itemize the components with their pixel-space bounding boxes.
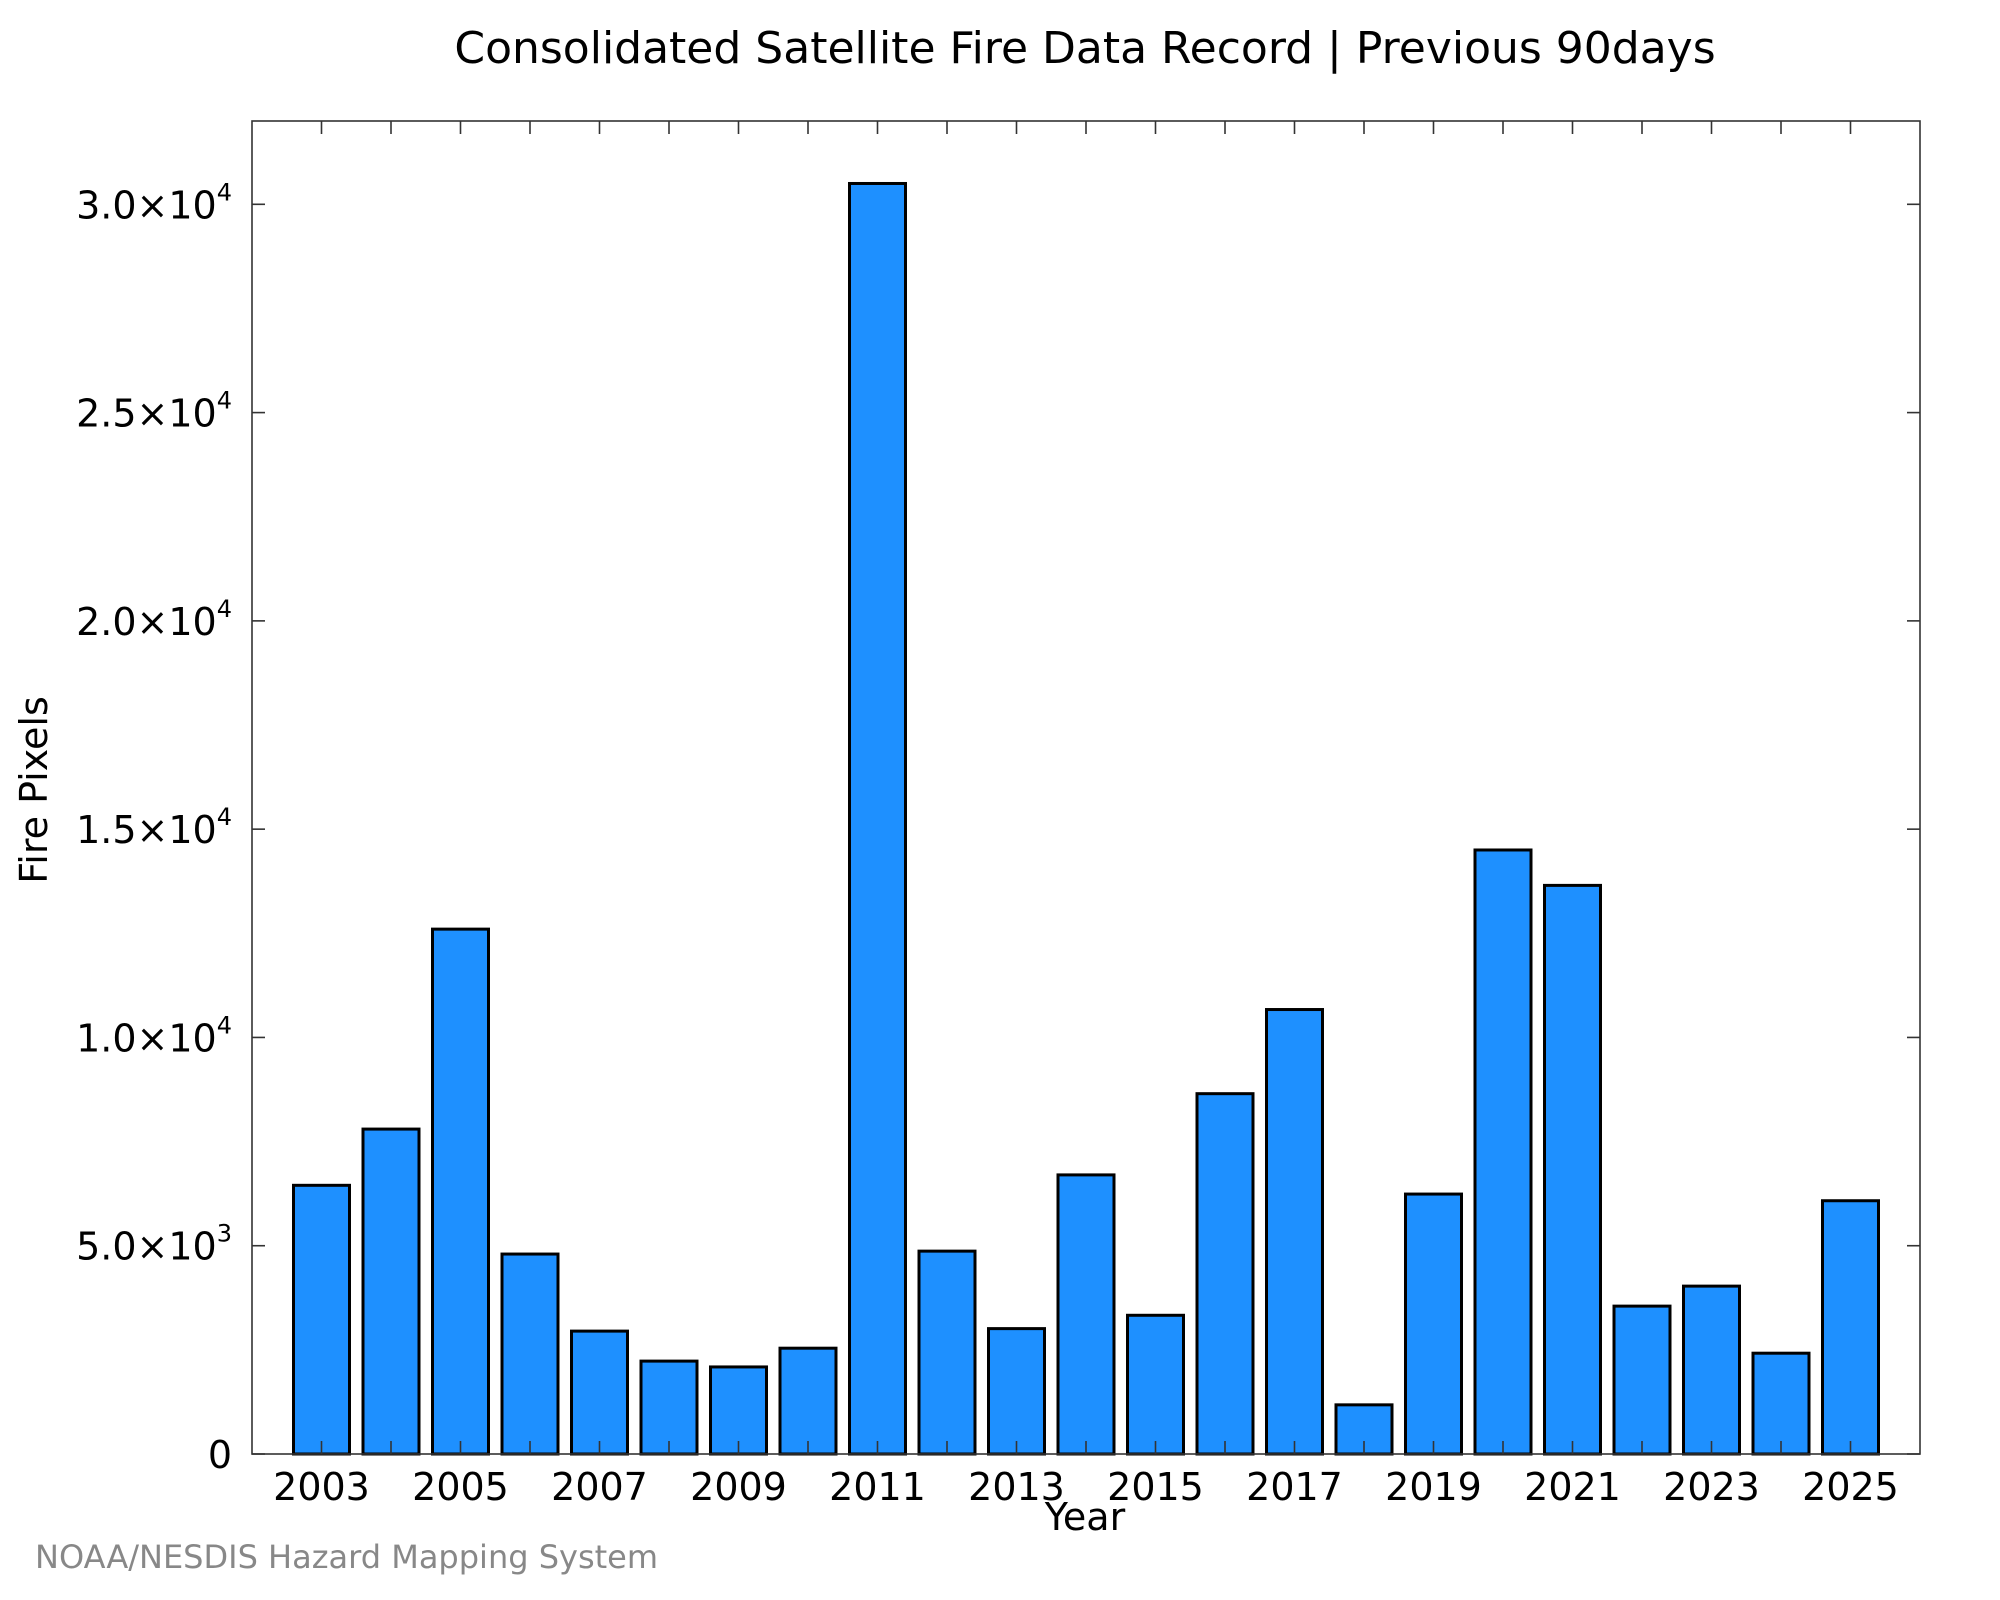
x-tick-label: 2007 xyxy=(551,1465,648,1509)
bar-2011 xyxy=(848,181,907,1456)
bar-2006 xyxy=(500,1252,560,1456)
y-tick-label: 1.5×104 xyxy=(76,803,232,852)
bar-2012 xyxy=(917,1249,977,1456)
y-tick-label: 0 xyxy=(208,1433,232,1477)
y-tick-label: 3.0×104 xyxy=(76,178,232,227)
bar-2009 xyxy=(709,1365,768,1456)
x-tick-label: 2023 xyxy=(1663,1465,1760,1509)
x-tick-label: 2025 xyxy=(1802,1465,1899,1509)
y-tick-label: 2.0×104 xyxy=(76,595,232,644)
x-tick-label: 2009 xyxy=(690,1465,787,1509)
bar-2019 xyxy=(1404,1192,1463,1456)
x-tick-label: 2017 xyxy=(1246,1465,1343,1509)
y-tick-label: 1.0×104 xyxy=(76,1011,232,1060)
x-tick-label: 2005 xyxy=(412,1465,509,1509)
bar-2015 xyxy=(1126,1313,1185,1456)
bar-2007 xyxy=(570,1329,629,1456)
bar-2008 xyxy=(639,1359,699,1456)
bar-2017 xyxy=(1265,1008,1324,1456)
bar-2003 xyxy=(292,1183,351,1456)
bar-2010 xyxy=(778,1346,838,1456)
bar-2023 xyxy=(1682,1284,1741,1456)
y-tick-label: 5.0×103 xyxy=(76,1220,232,1269)
bar-2013 xyxy=(987,1327,1046,1456)
x-tick-label: 2013 xyxy=(968,1465,1065,1509)
x-tick-label: 2021 xyxy=(1524,1465,1621,1509)
chart-title: Consolidated Satellite Fire Data Record … xyxy=(454,23,1715,74)
x-axis-label: Year xyxy=(1044,1495,1126,1539)
x-tick-label: 2019 xyxy=(1385,1465,1482,1509)
axis-ticks: 2003 2005 2007 2009 2011 2013 2015 2017 2019 2021… xyxy=(76,121,1920,1509)
bar-2024 xyxy=(1751,1351,1811,1456)
x-tick-label: 2015 xyxy=(1107,1465,1204,1509)
x-tick-label: 2011 xyxy=(829,1465,926,1509)
bar-2025 xyxy=(1821,1199,1880,1456)
bars-group xyxy=(292,181,1880,1456)
x-tick-label: 2003 xyxy=(273,1465,370,1509)
credit-text: NOAA/NESDIS Hazard Mapping System xyxy=(35,1538,658,1576)
y-axis-label: Fire Pixels xyxy=(12,696,56,884)
bar-2014 xyxy=(1056,1173,1116,1456)
bar-2004 xyxy=(361,1127,421,1456)
plot-frame xyxy=(251,120,1921,1455)
y-tick-label: 2.5×104 xyxy=(76,387,232,436)
bar-2022 xyxy=(1612,1304,1672,1456)
bar-2005 xyxy=(431,927,490,1456)
bar-2016 xyxy=(1195,1092,1255,1456)
bar-2020 xyxy=(1473,848,1533,1456)
bar-2021 xyxy=(1543,883,1602,1456)
